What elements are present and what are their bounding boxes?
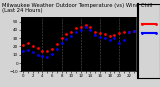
Text: Milwaukee Weather Outdoor Temperature (vs) Wind Chill (Last 24 Hours): Milwaukee Weather Outdoor Temperature (v… bbox=[2, 3, 152, 13]
